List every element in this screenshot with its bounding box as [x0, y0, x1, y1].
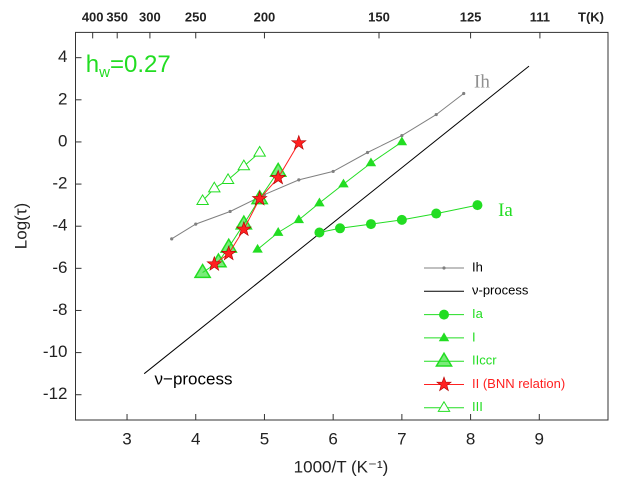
marker [365, 219, 376, 230]
legend-label: Ia [472, 306, 484, 321]
marker [335, 223, 346, 234]
legend-label: II (BNN relation) [472, 376, 565, 391]
marker [314, 227, 325, 238]
marker [396, 136, 408, 146]
legend-marker [435, 351, 453, 367]
annotation-subscript: w [98, 64, 110, 81]
marker [297, 178, 301, 182]
y-tick-label: -6 [52, 258, 67, 277]
marker [235, 220, 252, 237]
legend-marker [442, 266, 446, 270]
marker [396, 214, 407, 225]
legend-label: III [472, 399, 483, 414]
marker [434, 112, 438, 117]
series-line [202, 152, 260, 202]
y-axis-label: Log(τ) [11, 203, 30, 249]
legend-marker [438, 332, 450, 342]
y-tick-label: -4 [52, 216, 67, 235]
y-tick-label: -8 [52, 300, 67, 319]
x-tick-label: 4 [191, 429, 200, 448]
x2-tick-label: 400 [82, 9, 104, 24]
y-tick-label: -2 [52, 174, 67, 193]
marker [221, 172, 235, 184]
series-line [143, 65, 530, 375]
annotation: ν−process [155, 369, 233, 388]
marker [253, 145, 267, 157]
marker [290, 134, 307, 150]
legend-marker [439, 309, 449, 320]
x-tick-label: 6 [328, 429, 337, 448]
marker [237, 159, 251, 171]
marker [252, 243, 263, 253]
x2-tick-label: 111 [530, 9, 550, 24]
legend-marker [437, 400, 451, 412]
x-tick-label: 8 [466, 429, 475, 448]
x-tick-label: 5 [260, 429, 269, 448]
y-tick-label: 4 [58, 47, 67, 66]
marker [194, 222, 198, 226]
annotation-suffix: =0.27 [110, 51, 171, 78]
x2-axis-label: T(K) [578, 9, 604, 24]
marker [365, 157, 377, 167]
legend-label: IIccr [472, 353, 497, 368]
legend-label: ν-process [472, 283, 529, 298]
y-tick-label: -10 [43, 342, 68, 361]
x2-tick-label: 250 [185, 9, 207, 24]
x-tick-label: 9 [535, 429, 544, 448]
legend-label: Ih [472, 259, 483, 274]
marker [431, 208, 442, 219]
annotation: Ih [474, 71, 490, 92]
marker [400, 134, 404, 138]
x2-tick-label: 125 [460, 9, 482, 24]
legend-label: I [472, 329, 476, 344]
marker [220, 245, 237, 261]
marker [228, 209, 232, 214]
x-axis-label: 1000/T (K⁻¹) [294, 457, 389, 476]
series-line [171, 93, 465, 240]
annotation-main: h [86, 51, 99, 78]
marker [251, 190, 268, 206]
annotation: Ia [498, 200, 513, 221]
marker [293, 214, 305, 224]
y-tick-label: 0 [58, 131, 67, 150]
marker [170, 237, 174, 241]
annotation: hw=0.27 [86, 51, 171, 81]
x-tick-label: 3 [122, 429, 131, 448]
marker [196, 193, 210, 206]
x-tick-label: 7 [397, 429, 406, 448]
marker [207, 181, 221, 193]
marker [314, 197, 325, 207]
marker [462, 91, 466, 96]
x2-tick-label: 200 [254, 9, 276, 24]
marker [193, 263, 212, 279]
legend-marker [436, 376, 452, 392]
marker [206, 255, 223, 271]
marker [338, 178, 349, 188]
y-tick-label: -12 [43, 384, 68, 403]
marker [331, 169, 335, 174]
marker [270, 169, 287, 185]
x2-tick-label: 350 [106, 9, 128, 24]
x2-tick-label: 300 [139, 9, 161, 24]
y-tick-label: 2 [58, 89, 67, 108]
marker [472, 200, 483, 211]
marker [272, 227, 284, 236]
x2-tick-label: 150 [368, 9, 390, 24]
marker [365, 150, 370, 155]
